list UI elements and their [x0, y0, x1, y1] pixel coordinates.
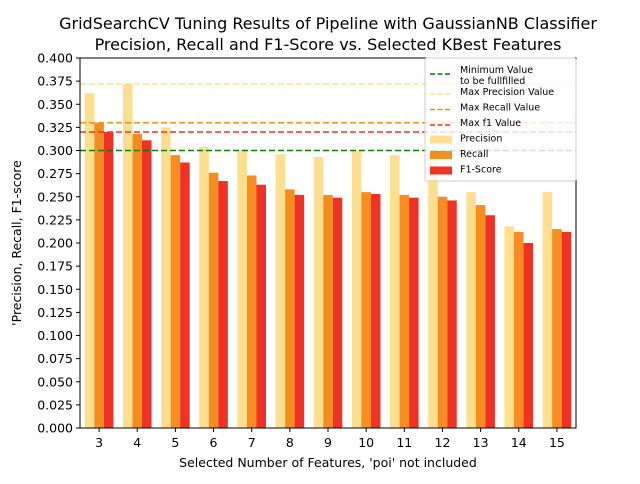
x-tick-label: 5: [171, 435, 179, 450]
bar-recall-8: [285, 189, 295, 428]
legend-color-swatch: [430, 135, 452, 144]
bar-precision-13: [466, 192, 476, 428]
x-tick-label: 6: [210, 435, 218, 450]
bar-recall-15: [552, 229, 562, 428]
bar-recall-11: [399, 194, 410, 428]
bar-recall-3: [94, 122, 104, 428]
bar-precision-4: [122, 83, 133, 429]
y-tick-label: 0.000: [37, 421, 73, 436]
y-tick-label: 0.125: [37, 305, 73, 320]
bar-precision-15: [542, 192, 553, 428]
x-tick-label: 14: [511, 435, 527, 450]
bar-f1-score-7: [256, 184, 266, 428]
legend-label: Max Recall Value: [460, 103, 540, 114]
bar-recall-13: [475, 205, 486, 428]
x-tick-label: 13: [473, 435, 489, 450]
bar-f1-score-14: [523, 243, 534, 428]
y-tick-label: 0.300: [37, 143, 73, 158]
bar-f1-score-9: [332, 197, 343, 428]
y-tick-label: 0.025: [37, 397, 73, 412]
bar-precision-10: [351, 150, 362, 428]
x-tick-label: 12: [435, 435, 451, 450]
bar-precision-6: [199, 146, 209, 429]
legend-label: Recall: [460, 149, 488, 160]
bar-f1-score-3: [103, 132, 114, 428]
y-tick-label: 0.075: [37, 351, 73, 366]
y-tick-label: 0.175: [37, 259, 73, 274]
bar-f1-score-10: [370, 193, 381, 428]
bar-precision-8: [275, 154, 286, 428]
legend-color-swatch: [430, 151, 452, 159]
bar-recall-9: [323, 194, 333, 428]
y-tick-label: 0.400: [37, 51, 73, 66]
y-tick-label: 0.150: [37, 282, 73, 297]
legend-label: Max f1 Value: [460, 118, 521, 129]
y-tick-label: 0.250: [37, 189, 73, 204]
y-tick-label: 0.350: [37, 97, 73, 112]
chart-subtitle: Precision, Recall and F1-Score vs. Selec…: [95, 35, 562, 54]
y-tick-label: 0.375: [37, 74, 73, 89]
y-tick-label: 0.200: [37, 236, 73, 251]
bar-f1-score-5: [180, 162, 190, 428]
bar-f1-score-11: [409, 197, 419, 428]
bar-f1-score-8: [294, 194, 305, 428]
legend-label: Max Precision Value: [460, 87, 554, 98]
bar-recall-12: [437, 196, 448, 428]
bar-precision-14: [504, 226, 514, 428]
y-tick-label: 0.050: [37, 374, 73, 389]
bar-f1-score-4: [142, 140, 152, 428]
bar-f1-score-15: [561, 231, 572, 428]
legend-label: Precision: [460, 134, 502, 145]
bar-recall-14: [514, 231, 524, 428]
x-tick-label: 8: [286, 435, 294, 450]
y-tick-label: 0.275: [37, 166, 73, 181]
bar-recall-4: [132, 133, 142, 428]
legend-color-swatch: [430, 166, 452, 175]
chart-title: GridSearchCV Tuning Results of Pipeline …: [59, 14, 597, 33]
bar-precision-11: [390, 155, 400, 428]
x-axis-label: Selected Number of Features, 'poi' not i…: [179, 455, 477, 470]
legend-label: F1-Score: [460, 165, 502, 176]
x-tick-label: 7: [248, 435, 256, 450]
y-tick-label: 0.325: [37, 120, 73, 135]
legend-box: [424, 57, 577, 182]
bar-precision-9: [313, 156, 324, 428]
bar-f1-score-6: [218, 181, 228, 428]
bar-precision-12: [428, 159, 438, 428]
bar-recall-5: [170, 155, 181, 428]
bar-precision-3: [84, 93, 95, 429]
y-tick-label: 0.100: [37, 328, 73, 343]
bar-precision-7: [237, 150, 247, 428]
bar-f1-score-12: [447, 200, 457, 428]
x-tick-label: 10: [358, 435, 374, 450]
x-tick-label: 11: [396, 435, 412, 450]
legend-label: Minimum Value to be fullfilled: [460, 65, 533, 87]
bar-precision-5: [161, 127, 171, 428]
bar-f1-score-13: [485, 215, 495, 428]
bar-recall-10: [361, 192, 371, 428]
x-tick-label: 3: [95, 435, 103, 450]
bar-recall-7: [246, 175, 257, 428]
y-tick-label: 0.225: [37, 212, 73, 227]
x-tick-label: 4: [133, 435, 141, 450]
x-tick-label: 15: [549, 435, 565, 450]
x-tick-label: 9: [324, 435, 332, 450]
y-axis-label: 'Precision, Recall, F1-score: [9, 160, 24, 326]
bar-recall-6: [208, 172, 219, 428]
